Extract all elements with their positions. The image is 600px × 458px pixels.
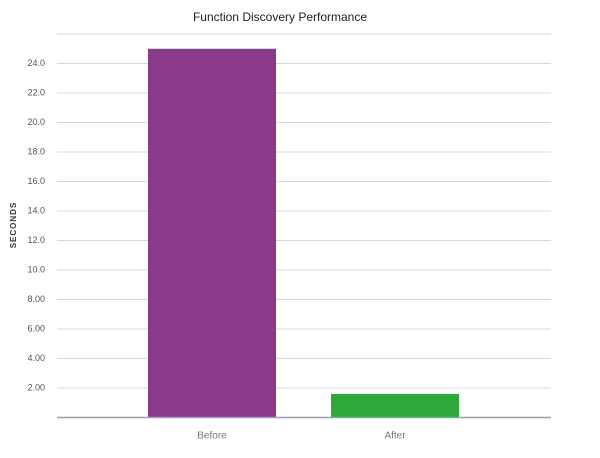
y-tick-label: 12.0 [27,235,45,245]
y-tick-label: 10.0 [27,264,45,274]
y-axis-title: SECONDS [9,202,18,249]
y-tick-label: 8.00 [27,294,45,304]
y-tick-label: 24.0 [27,58,45,68]
y-tick-label: 2.00 [27,382,45,392]
y-tick-label: 16.0 [27,176,45,186]
chart-title: Function Discovery Performance [193,10,367,24]
bar [331,393,459,418]
x-tick-label: Before [197,431,227,442]
bar [148,48,276,418]
y-tick-label: 22.0 [27,87,45,97]
y-tick-label: 4.00 [27,353,45,363]
y-tick-label: 14.0 [27,205,45,215]
x-tick-label: After [384,431,406,442]
y-tick-label: 20.0 [27,117,45,127]
y-tick-label: 6.00 [27,323,45,333]
y-tick-label: 18.0 [27,146,45,156]
